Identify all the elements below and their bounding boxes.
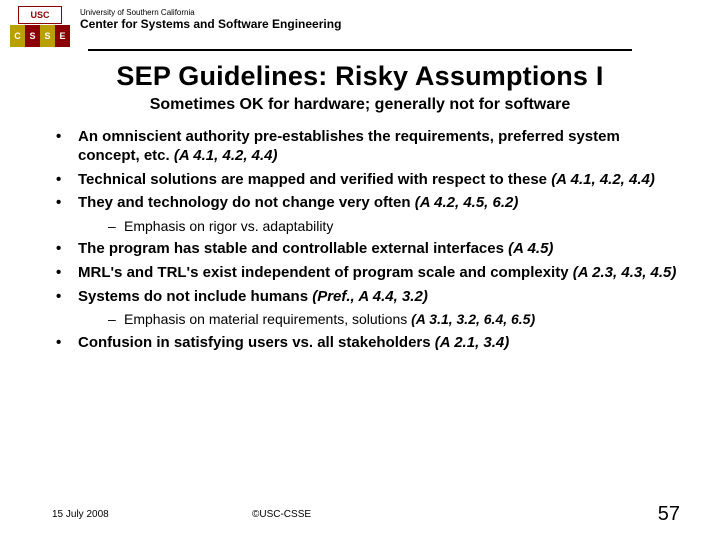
bullet-ref: (A 2.3, 4.3, 4.5) bbox=[573, 264, 677, 281]
sub-ref: (A 3.1, 3.2, 6.4, 6.5) bbox=[411, 311, 535, 327]
bullet-text: Systems do not include humans bbox=[78, 288, 312, 305]
sub-text: Emphasis on rigor vs. adaptability bbox=[124, 218, 333, 234]
bullet-list: An omniscient authority pre-establishes … bbox=[52, 128, 684, 352]
bullet-item: MRL's and TRL's exist independent of pro… bbox=[52, 264, 684, 283]
sub-list: Emphasis on rigor vs. adaptability bbox=[78, 217, 684, 235]
bullet-item: Confusion in satisfying users vs. all st… bbox=[52, 334, 684, 353]
center-name: Center for Systems and Software Engineer… bbox=[80, 17, 341, 31]
slide-subtitle: Sometimes OK for hardware; generally not… bbox=[0, 96, 720, 114]
usc-badge: USC bbox=[18, 6, 62, 24]
footer-date: 15 July 2008 bbox=[52, 509, 252, 520]
bullet-item: An omniscient authority pre-establishes … bbox=[52, 128, 684, 166]
bullet-ref: (A 4.5) bbox=[508, 240, 553, 257]
bullet-text: Technical solutions are mapped and verif… bbox=[78, 171, 551, 188]
content-area: An omniscient authority pre-establishes … bbox=[0, 128, 720, 352]
sub-item: Emphasis on rigor vs. adaptability bbox=[78, 217, 684, 235]
bullet-item: Technical solutions are mapped and verif… bbox=[52, 171, 684, 190]
bullet-text: They and technology do not change very o… bbox=[78, 194, 415, 211]
university-name: University of Southern California bbox=[80, 8, 341, 17]
bullet-ref: (Pref., A 4.4, 3.2) bbox=[312, 288, 428, 305]
bullet-ref: (A 4.1, 4.2, 4.4) bbox=[551, 171, 655, 188]
page-number: 57 bbox=[658, 503, 680, 526]
bullet-text: An omniscient authority pre-establishes … bbox=[78, 128, 620, 164]
header-text: University of Southern California Center… bbox=[80, 6, 341, 31]
bullet-ref: (A 2.1, 3.4) bbox=[435, 334, 509, 351]
logo-block: USC C S S E bbox=[10, 6, 70, 47]
bullet-item: They and technology do not change very o… bbox=[52, 194, 684, 235]
bullet-item: The program has stable and controllable … bbox=[52, 240, 684, 259]
bullet-item: Systems do not include humans (Pref., A … bbox=[52, 288, 684, 329]
sub-list: Emphasis on material requirements, solut… bbox=[78, 310, 684, 328]
footer-copyright: ©USC-CSSE bbox=[252, 509, 658, 520]
sub-text: Emphasis on material requirements, solut… bbox=[124, 311, 411, 327]
csse-letter: C bbox=[10, 25, 25, 47]
slide-footer: 15 July 2008 ©USC-CSSE 57 bbox=[0, 503, 720, 526]
csse-letter: S bbox=[25, 25, 40, 47]
slide-header: USC C S S E University of Southern Calif… bbox=[0, 0, 720, 47]
csse-badge: C S S E bbox=[10, 25, 70, 47]
slide-title: SEP Guidelines: Risky Assumptions I bbox=[0, 61, 720, 92]
csse-letter: E bbox=[55, 25, 70, 47]
bullet-ref: (A 4.2, 4.5, 6.2) bbox=[415, 194, 519, 211]
header-rule bbox=[88, 49, 632, 51]
sub-item: Emphasis on material requirements, solut… bbox=[78, 310, 684, 328]
bullet-ref: (A 4.1, 4.2, 4.4) bbox=[174, 147, 278, 164]
bullet-text: Confusion in satisfying users vs. all st… bbox=[78, 334, 435, 351]
csse-letter: S bbox=[40, 25, 55, 47]
bullet-text: MRL's and TRL's exist independent of pro… bbox=[78, 264, 573, 281]
bullet-text: The program has stable and controllable … bbox=[78, 240, 508, 257]
